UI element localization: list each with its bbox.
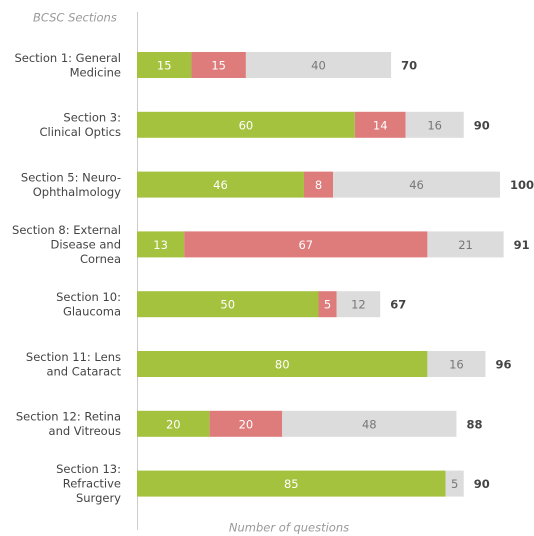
category-label: Section 12: Retina and Vitreous — [16, 409, 121, 438]
segment-label: 46 — [409, 178, 424, 192]
bar-segment — [137, 52, 192, 78]
segment-label: 15 — [211, 59, 226, 73]
bar-segment — [405, 111, 464, 138]
bar-segment — [137, 410, 210, 437]
segment-label: 12 — [351, 298, 366, 312]
category-label: Section 13: Refractive Surgery — [56, 462, 121, 505]
bar-segment — [318, 291, 337, 318]
segment-label: 21 — [458, 238, 473, 252]
bar-segment — [137, 291, 319, 318]
bar-segment — [137, 351, 428, 377]
bar-segment — [333, 171, 500, 198]
total-label: 90 — [474, 118, 490, 132]
segment-label: 67 — [298, 238, 313, 252]
bar-segment — [209, 410, 283, 437]
bar-segment — [303, 171, 334, 198]
segment-label: 20 — [239, 417, 254, 431]
bar-segment — [427, 351, 486, 377]
total-label: 100 — [510, 178, 534, 192]
bar-segment — [137, 231, 185, 258]
segment-label: 15 — [157, 59, 172, 73]
segment-label: 8 — [315, 178, 322, 192]
segment-label: 5 — [451, 477, 458, 491]
total-label: 90 — [474, 477, 490, 491]
segment-label: 50 — [220, 298, 235, 312]
total-label: 67 — [390, 298, 406, 312]
segment-label: 85 — [284, 477, 299, 491]
total-label: 91 — [514, 238, 530, 252]
segment-label: 46 — [213, 178, 228, 192]
bar-segment — [137, 111, 355, 138]
category-label: Section 11: Lens and Cataract — [26, 349, 122, 378]
segment-label: 60 — [239, 118, 254, 132]
total-label: 96 — [495, 358, 511, 372]
total-label: 88 — [466, 417, 482, 431]
category-label: Section 1: General Medicine — [14, 50, 121, 79]
bar-segment — [336, 291, 381, 318]
chart-title: BCSC Sections — [33, 11, 117, 25]
bar-segment — [137, 171, 304, 198]
category-label: Section 8: External Disease and Cornea — [12, 222, 121, 265]
bar-segment — [282, 410, 457, 437]
bar-segment — [445, 470, 464, 497]
category-label: Section 5: Neuro-Ophthalmology — [21, 170, 121, 199]
segment-label: 16 — [427, 118, 442, 132]
segment-label: 13 — [153, 238, 168, 252]
segment-label: 16 — [449, 358, 464, 372]
segment-label: 14 — [373, 118, 388, 132]
bar-segment — [191, 52, 246, 78]
total-label: 70 — [401, 59, 417, 73]
category-label: Section 3: Clinical Optics — [40, 110, 122, 139]
bar-segment — [184, 231, 428, 258]
segment-label: 80 — [275, 358, 290, 372]
category-label: Section 10: Glaucoma — [56, 289, 121, 318]
bar-segment — [245, 52, 392, 78]
bar-segment — [354, 111, 406, 138]
segment-label: 5 — [324, 298, 331, 312]
bar-segment — [137, 470, 446, 497]
bar-segment — [427, 231, 504, 258]
segment-label: 20 — [166, 417, 181, 431]
x-axis-label: Number of questions — [229, 521, 349, 535]
segment-label: 40 — [311, 59, 326, 73]
segment-label: 48 — [362, 417, 377, 431]
